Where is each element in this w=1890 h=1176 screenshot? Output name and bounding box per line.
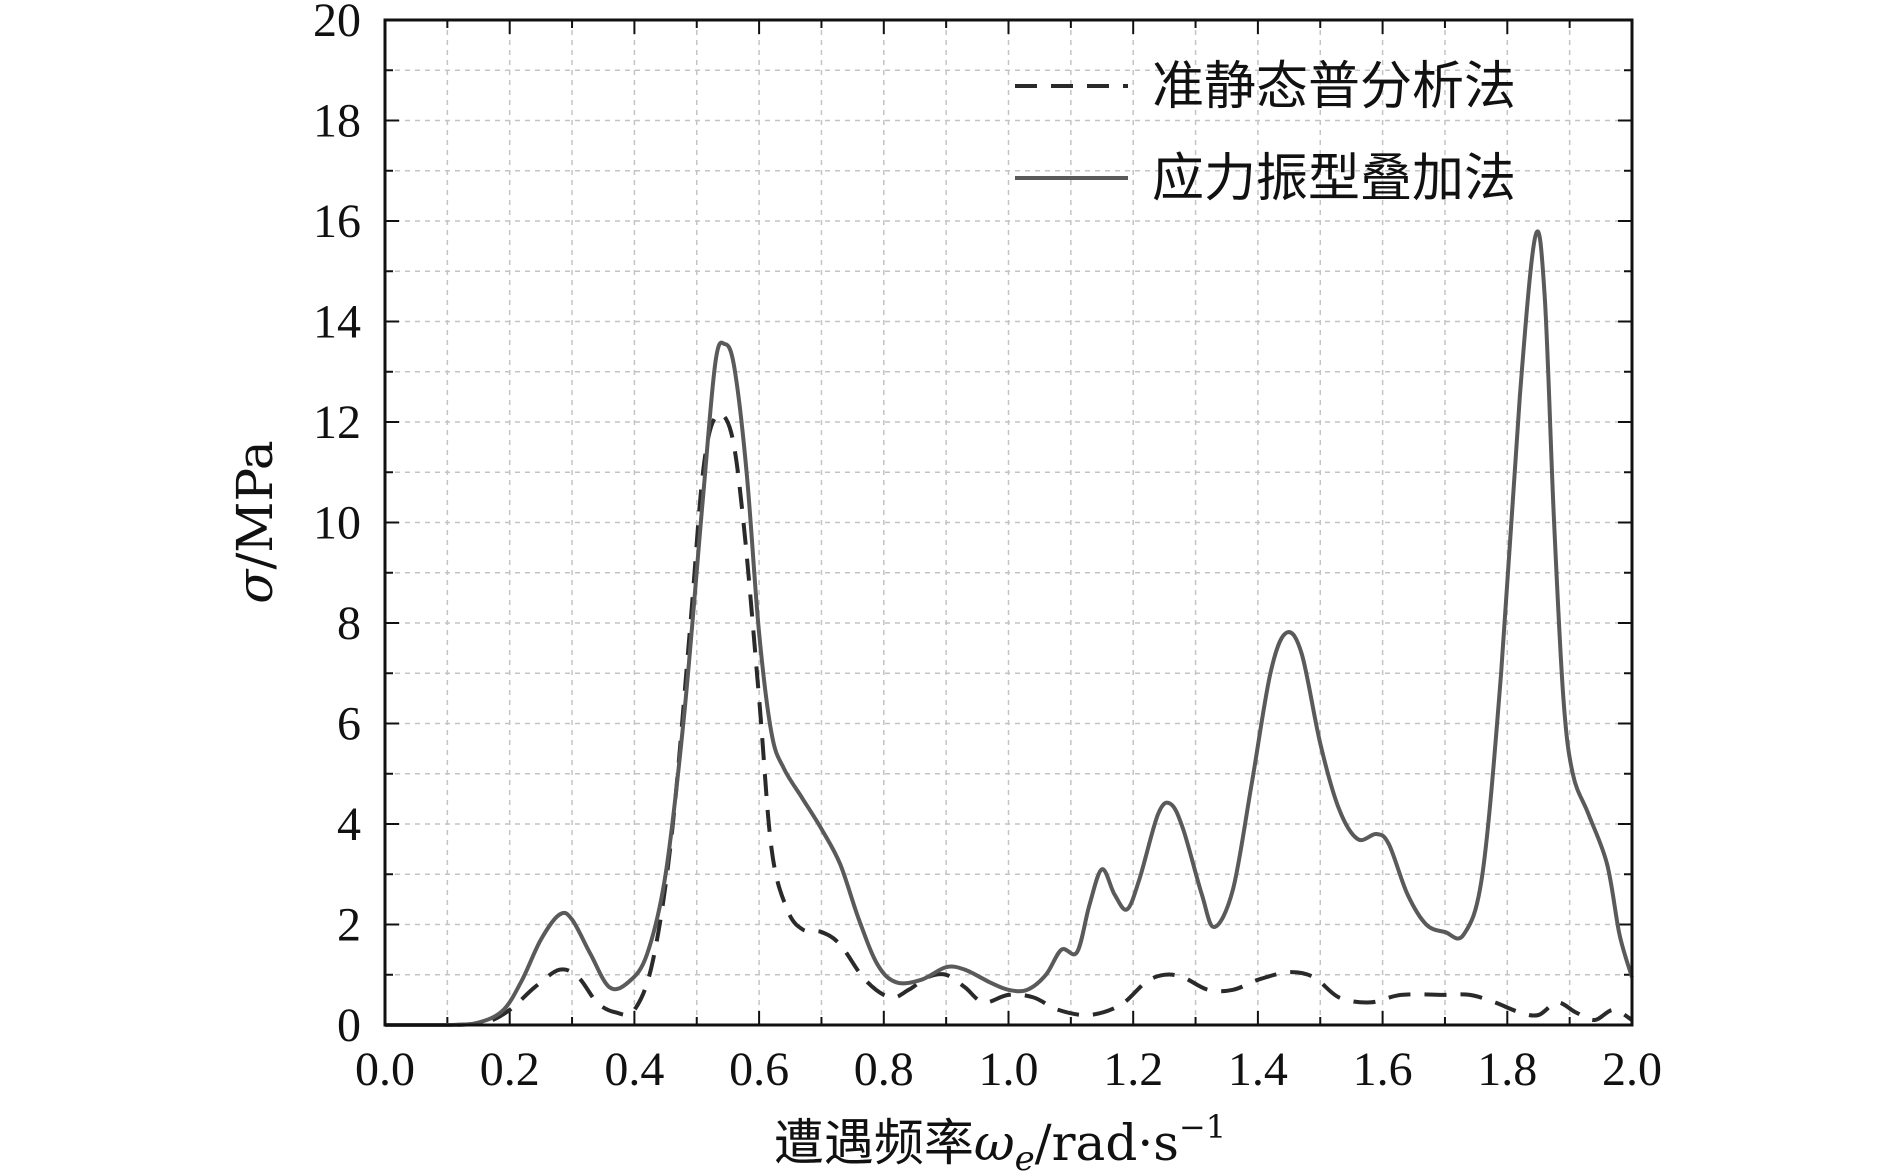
x-axis-title-subscript: e bbox=[1015, 1139, 1035, 1176]
y-tick-label: 18 bbox=[313, 95, 361, 148]
x-tick-label: 0.0 bbox=[355, 1043, 415, 1096]
y-axis-title-symbol: σ bbox=[226, 568, 284, 604]
y-tick-label: 10 bbox=[313, 497, 361, 550]
x-tick-label: 0.6 bbox=[729, 1043, 789, 1096]
y-tick-label: 0 bbox=[337, 999, 361, 1052]
x-axis-title-symbol: ω bbox=[974, 1114, 1015, 1172]
legend: 准静态普分析法 应力振型叠加法 bbox=[1015, 57, 1516, 209]
x-tick-label: 0.2 bbox=[480, 1043, 540, 1096]
y-tick-label: 2 bbox=[337, 899, 361, 952]
legend-label-quasi-static: 准静态普分析法 bbox=[1152, 57, 1516, 117]
series-line-stress-mode-superposition bbox=[384, 229, 1634, 1028]
y-tick-label: 20 bbox=[313, 0, 361, 47]
y-tick-label: 16 bbox=[313, 195, 361, 248]
y-tick-label: 8 bbox=[337, 597, 361, 650]
x-tick-label: 1.0 bbox=[979, 1043, 1039, 1096]
y-tick-labels: 0 2 4 6 8 10 12 14 16 18 20 bbox=[313, 0, 361, 1052]
y-tick-label: 12 bbox=[313, 396, 361, 449]
y-tick-label: 14 bbox=[313, 296, 361, 349]
x-axis-title-superscript: −1 bbox=[1179, 1108, 1226, 1146]
x-tick-labels: 0.0 0.2 0.4 0.6 0.8 1.0 1.2 1.4 1.6 1.8 2.0 bbox=[355, 1043, 1662, 1096]
x-axis-title-unit: /rad·s bbox=[1035, 1114, 1179, 1172]
y-tick-label: 6 bbox=[337, 698, 361, 751]
x-axis-title-prefix: 遭遇频率 bbox=[774, 1114, 974, 1172]
x-tick-label: 2.0 bbox=[1602, 1043, 1662, 1096]
x-tick-label: 0.4 bbox=[604, 1043, 664, 1096]
y-axis-title: σ/MPa bbox=[226, 440, 284, 603]
y-axis-title-unit: /MPa bbox=[226, 440, 284, 569]
x-tick-label: 1.8 bbox=[1477, 1043, 1537, 1096]
x-tick-label: 1.2 bbox=[1103, 1043, 1163, 1096]
x-tick-label: 0.8 bbox=[854, 1043, 914, 1096]
grid-lines bbox=[385, 20, 1632, 1025]
data-series bbox=[384, 229, 1634, 1028]
plot-frame bbox=[383, 18, 1634, 1027]
y-tick-label: 4 bbox=[337, 798, 361, 851]
x-tick-label: 1.4 bbox=[1228, 1043, 1288, 1096]
x-axis-title: 遭遇频率ωe/rad·s−1 bbox=[774, 1108, 1226, 1176]
legend-label-stress-mode-superposition: 应力振型叠加法 bbox=[1152, 149, 1516, 209]
x-tick-label: 1.6 bbox=[1353, 1043, 1413, 1096]
